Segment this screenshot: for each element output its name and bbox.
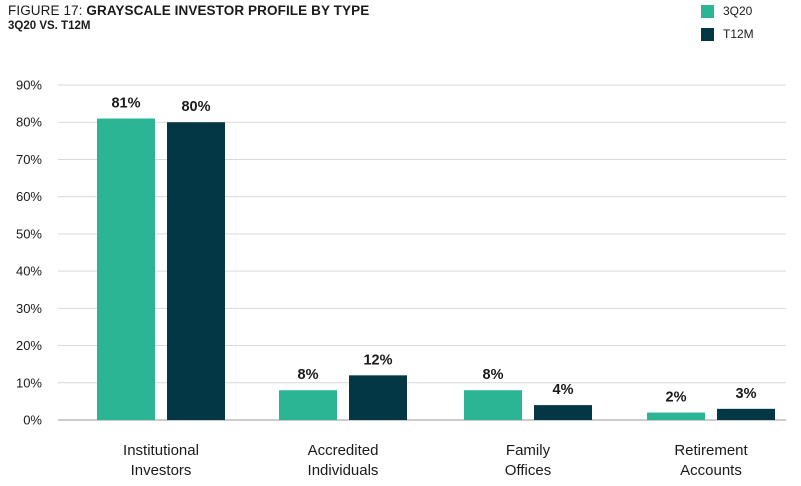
legend-swatch-3q20 — [701, 4, 714, 18]
legend-item-3q20: 3Q20 — [701, 4, 752, 18]
y-tick-label: 50% — [16, 226, 42, 241]
data-label: 4% — [553, 382, 574, 398]
legend-label-3q20: 3Q20 — [723, 4, 753, 18]
data-label: 80% — [181, 99, 210, 115]
x-category-label: Accounts — [680, 462, 742, 479]
x-category-label: Retirement — [674, 442, 748, 459]
data-label: 2% — [666, 390, 687, 406]
legend-item-t12m: T12M — [701, 27, 754, 41]
bar-3q20-0 — [97, 118, 155, 420]
bar-t12m-2 — [534, 405, 592, 420]
y-tick-label: 90% — [16, 78, 42, 93]
data-label: 12% — [363, 352, 392, 368]
data-label: 8% — [483, 367, 504, 383]
y-tick-label: 80% — [16, 115, 42, 130]
data-label: 3% — [736, 386, 757, 402]
chart-title: FIGURE 17: GRAYSCALE INVESTOR PROFILE BY… — [8, 3, 369, 18]
bar-3q20-3 — [647, 412, 705, 420]
figure-number: FIGURE 17: — [8, 3, 87, 18]
x-category-label: Institutional — [123, 442, 199, 459]
y-tick-label: 70% — [16, 152, 42, 167]
bar-t12m-0 — [167, 122, 225, 420]
bar-3q20-1 — [279, 390, 337, 420]
x-category-label: Investors — [131, 462, 192, 479]
legend-swatch-t12m — [701, 27, 714, 41]
y-tick-label: 60% — [16, 189, 42, 204]
y-tick-label: 20% — [16, 338, 42, 353]
chart-subtitle: 3Q20 VS. T12M — [8, 20, 91, 32]
data-label: 8% — [298, 367, 319, 383]
legend-label-t12m: T12M — [723, 27, 754, 41]
x-category-label: Individuals — [308, 462, 379, 479]
y-tick-label: 30% — [16, 301, 42, 316]
y-tick-label: 0% — [23, 413, 42, 428]
figure-title: GRAYSCALE INVESTOR PROFILE BY TYPE — [86, 3, 370, 18]
x-category-label: Offices — [505, 462, 551, 479]
bar-t12m-1 — [349, 375, 407, 420]
y-tick-label: 40% — [16, 264, 42, 279]
bar-3q20-2 — [464, 390, 522, 420]
data-label: 81% — [111, 96, 140, 112]
y-tick-label: 10% — [16, 375, 42, 390]
x-category-label: Accredited — [308, 442, 379, 459]
bar-t12m-3 — [717, 408, 775, 420]
x-category-label: Family — [506, 442, 551, 459]
